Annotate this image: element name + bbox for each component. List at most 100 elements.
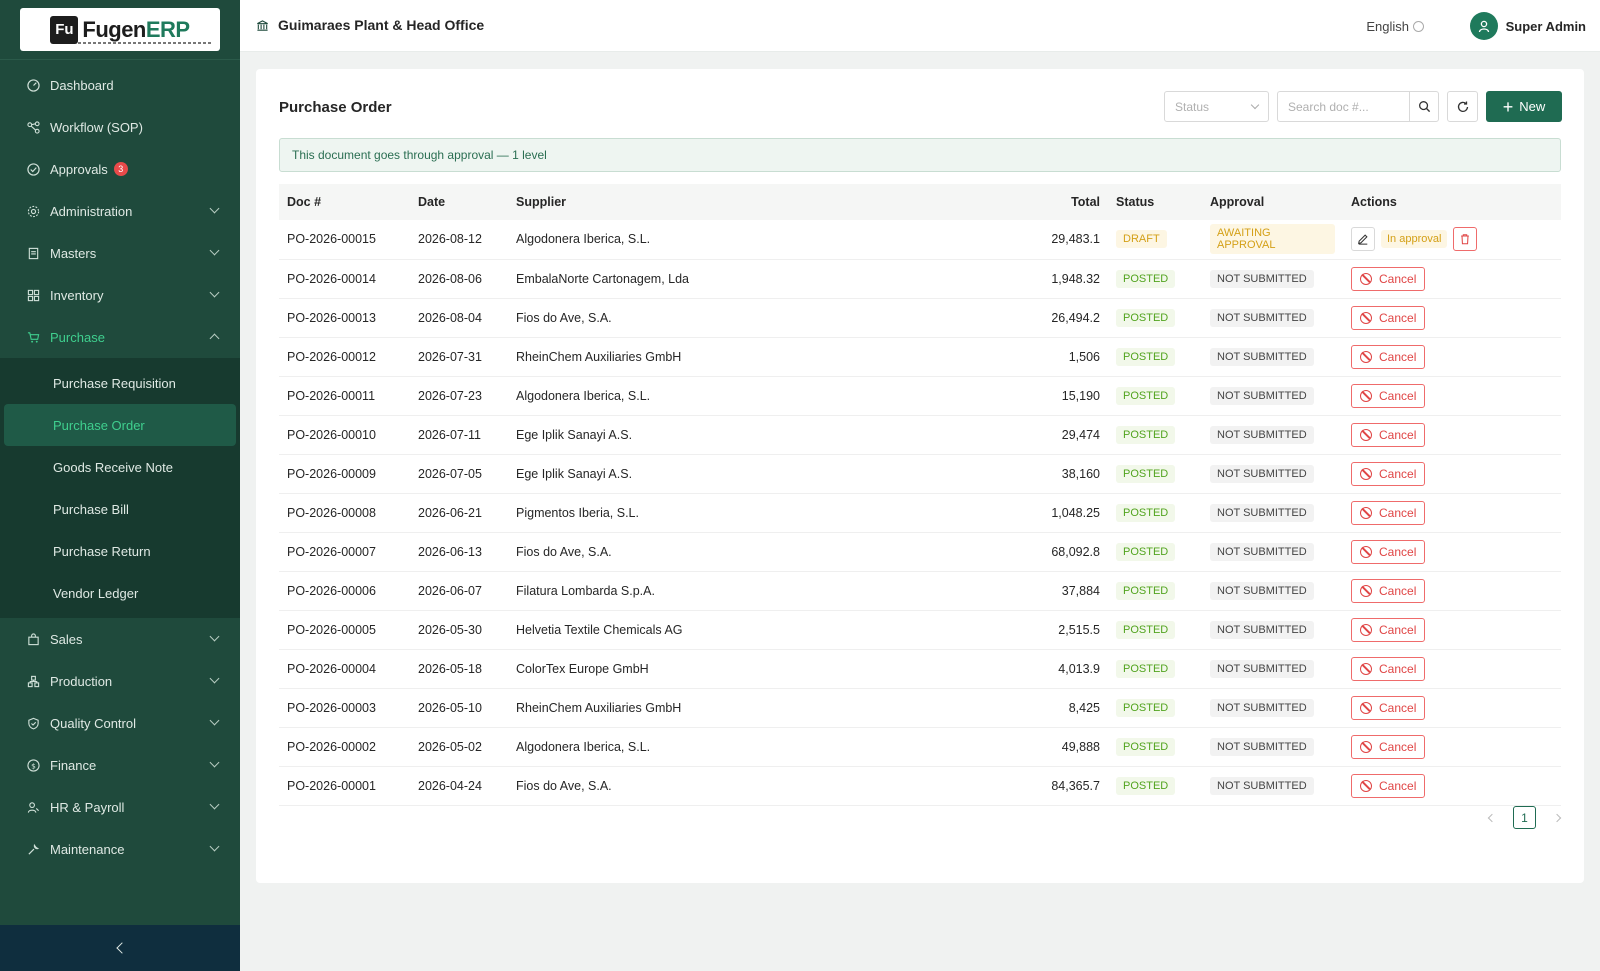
cancel-button-label: Cancel: [1379, 622, 1417, 637]
sidebar-item-finance[interactable]: $ Finance: [0, 744, 240, 786]
table-row[interactable]: PO-2026-00001 2026-04-24 Fios do Ave, S.A.…: [279, 766, 1561, 806]
supplier-cell: Algodonera Iberica, S.L.: [508, 376, 960, 416]
status-filter[interactable]: Status: [1164, 91, 1269, 122]
cancel-button[interactable]: Cancel: [1351, 461, 1426, 486]
sidebar-subitem-vendor-ledger[interactable]: Vendor Ledger: [53, 585, 139, 601]
table-row[interactable]: PO-2026-00011 2026-07-23 Algodonera Iberic…: [279, 376, 1561, 416]
column-header-date[interactable]: Date: [410, 184, 508, 220]
status-cell: POSTED: [1108, 688, 1202, 728]
cancel-button[interactable]: Cancel: [1351, 305, 1426, 330]
cancel-button[interactable]: Cancel: [1351, 422, 1426, 447]
chevron-down-icon: [209, 799, 220, 810]
table-row[interactable]: PO-2026-00005 2026-05-30 Helvetia Textile …: [279, 610, 1561, 650]
doc-number-cell[interactable]: PO-2026-00009: [279, 454, 410, 494]
sidebar-item-approvals[interactable]: Approvals 3: [0, 148, 240, 190]
cancel-button[interactable]: Cancel: [1351, 266, 1426, 291]
table-row[interactable]: PO-2026-00012 2026-07-31 RheinChem Auxilia…: [279, 337, 1561, 377]
sidebar-item-masters[interactable]: Masters: [0, 232, 240, 274]
language-selector[interactable]: English: [1366, 19, 1424, 34]
doc-number-cell[interactable]: PO-2026-00007: [279, 532, 410, 572]
table-row[interactable]: PO-2026-00002 2026-05-02 Algodonera Iberic…: [279, 727, 1561, 767]
delete-button[interactable]: [1453, 227, 1478, 252]
table-row[interactable]: PO-2026-00007 2026-06-13 Fios do Ave, S.A.…: [279, 532, 1561, 572]
sidebar-subitem-purchase-bill[interactable]: Purchase Bill: [53, 501, 129, 517]
edit-button[interactable]: [1351, 227, 1375, 252]
table-row[interactable]: PO-2026-00014 2026-08-06 EmbalaNorte Carto…: [279, 259, 1561, 299]
sidebar-subitem-purchase-order[interactable]: Purchase Order: [4, 404, 236, 446]
sidebar-item-purchase[interactable]: Purchase: [0, 316, 240, 358]
app-logo[interactable]: Fu FugenERP: [20, 8, 220, 51]
column-header-doc[interactable]: Doc #: [279, 184, 410, 220]
doc-number-cell[interactable]: PO-2026-00014: [279, 259, 410, 299]
doc-number-cell[interactable]: PO-2026-00013: [279, 298, 410, 338]
doc-number-cell[interactable]: PO-2026-00012: [279, 337, 410, 377]
pagination-next-button[interactable]: [1552, 813, 1562, 822]
doc-number-cell[interactable]: PO-2026-00004: [279, 649, 410, 689]
sidebar-subitem-goods-receive-note[interactable]: Goods Receive Note: [53, 459, 173, 475]
search-button[interactable]: [1409, 91, 1439, 122]
status-cell: POSTED: [1108, 571, 1202, 611]
doc-number-cell[interactable]: PO-2026-00011: [279, 376, 410, 416]
doc-number-cell[interactable]: PO-2026-00015: [279, 220, 410, 260]
cancel-button[interactable]: Cancel: [1351, 656, 1426, 681]
sidebar-item-administration[interactable]: Administration: [0, 190, 240, 232]
sidebar-item-quality-control[interactable]: Quality Control: [0, 702, 240, 744]
column-header-approval[interactable]: Approval: [1202, 184, 1343, 220]
search-input[interactable]: Search doc #...: [1277, 91, 1409, 122]
sidebar-item-maintenance[interactable]: Maintenance: [0, 828, 240, 870]
table-row[interactable]: PO-2026-00010 2026-07-11 Ege Iplik Sanayi …: [279, 415, 1561, 455]
doc-number-cell[interactable]: PO-2026-00008: [279, 493, 410, 533]
new-button[interactable]: + New: [1486, 91, 1562, 122]
approval-badge: NOT SUBMITTED: [1210, 659, 1314, 678]
sidebar-item-dashboard[interactable]: Dashboard: [0, 64, 240, 106]
cancel-button[interactable]: Cancel: [1351, 617, 1426, 642]
cancel-button[interactable]: Cancel: [1351, 500, 1426, 525]
sidebar-item-workflow[interactable]: Workflow (SOP): [0, 106, 240, 148]
cancel-button-label: Cancel: [1379, 505, 1417, 520]
table-row[interactable]: PO-2026-00013 2026-08-04 Fios do Ave, S.A.…: [279, 298, 1561, 338]
cancel-button[interactable]: Cancel: [1351, 734, 1426, 759]
doc-number-cell[interactable]: PO-2026-00005: [279, 610, 410, 650]
cart-icon: [26, 330, 40, 344]
plant-name: Guimaraes Plant & Head Office: [278, 17, 485, 33]
pagination-page-1[interactable]: 1: [1513, 806, 1536, 829]
column-header-supplier[interactable]: Supplier: [508, 184, 960, 220]
sidebar-item-hr-payroll[interactable]: HR & Payroll: [0, 786, 240, 828]
doc-number-cell[interactable]: PO-2026-00010: [279, 415, 410, 455]
total-cell: 84,365.7: [960, 766, 1108, 806]
language-label: English: [1366, 19, 1409, 34]
sidebar-subitem-purchase-return[interactable]: Purchase Return: [53, 543, 151, 559]
cancel-button[interactable]: Cancel: [1351, 578, 1426, 603]
table-row[interactable]: PO-2026-00003 2026-05-10 RheinChem Auxilia…: [279, 688, 1561, 728]
table-row[interactable]: PO-2026-00004 2026-05-18 ColorTex Europe G…: [279, 649, 1561, 689]
cancel-button[interactable]: Cancel: [1351, 383, 1426, 408]
approval-badge: NOT SUBMITTED: [1210, 737, 1314, 756]
plant-selector[interactable]: Guimaraes Plant & Head Office: [256, 17, 484, 33]
cancel-button[interactable]: Cancel: [1351, 344, 1426, 369]
approval-cell: NOT SUBMITTED: [1202, 415, 1343, 455]
sidebar-item-inventory[interactable]: Inventory: [0, 274, 240, 316]
doc-number-cell[interactable]: PO-2026-00003: [279, 688, 410, 728]
table-row[interactable]: PO-2026-00008 2026-06-21 Pigmentos Iberia,…: [279, 493, 1561, 533]
search-icon: [1418, 101, 1430, 113]
sidebar-item-sales[interactable]: Sales: [0, 618, 240, 660]
doc-number-cell[interactable]: PO-2026-00002: [279, 727, 410, 767]
pagination-prev-button[interactable]: [1487, 813, 1497, 822]
user-menu[interactable]: Super Admin: [1469, 12, 1586, 40]
column-header-status[interactable]: Status: [1108, 184, 1202, 220]
cancel-button[interactable]: Cancel: [1351, 773, 1426, 798]
sidebar-subitem-purchase-requisition[interactable]: Purchase Requisition: [53, 375, 176, 391]
doc-number-cell[interactable]: PO-2026-00001: [279, 766, 410, 806]
table-row[interactable]: PO-2026-00015 2026-08-12 Algodonera Iberic…: [279, 220, 1561, 260]
supplier-cell: Filatura Lombarda S.p.A.: [508, 571, 960, 611]
doc-number-cell[interactable]: PO-2026-00006: [279, 571, 410, 611]
actions-cell: Cancel: [1343, 259, 1561, 299]
sidebar-item-production[interactable]: Production: [0, 660, 240, 702]
table-row[interactable]: PO-2026-00009 2026-07-05 Ege Iplik Sanayi …: [279, 454, 1561, 494]
cancel-button[interactable]: Cancel: [1351, 539, 1426, 564]
refresh-button[interactable]: [1447, 91, 1478, 122]
table-row[interactable]: PO-2026-00006 2026-06-07 Filatura Lombarda…: [279, 571, 1561, 611]
sidebar-collapse-button[interactable]: [0, 925, 240, 971]
column-header-total[interactable]: Total: [960, 184, 1108, 220]
cancel-button[interactable]: Cancel: [1351, 695, 1426, 720]
